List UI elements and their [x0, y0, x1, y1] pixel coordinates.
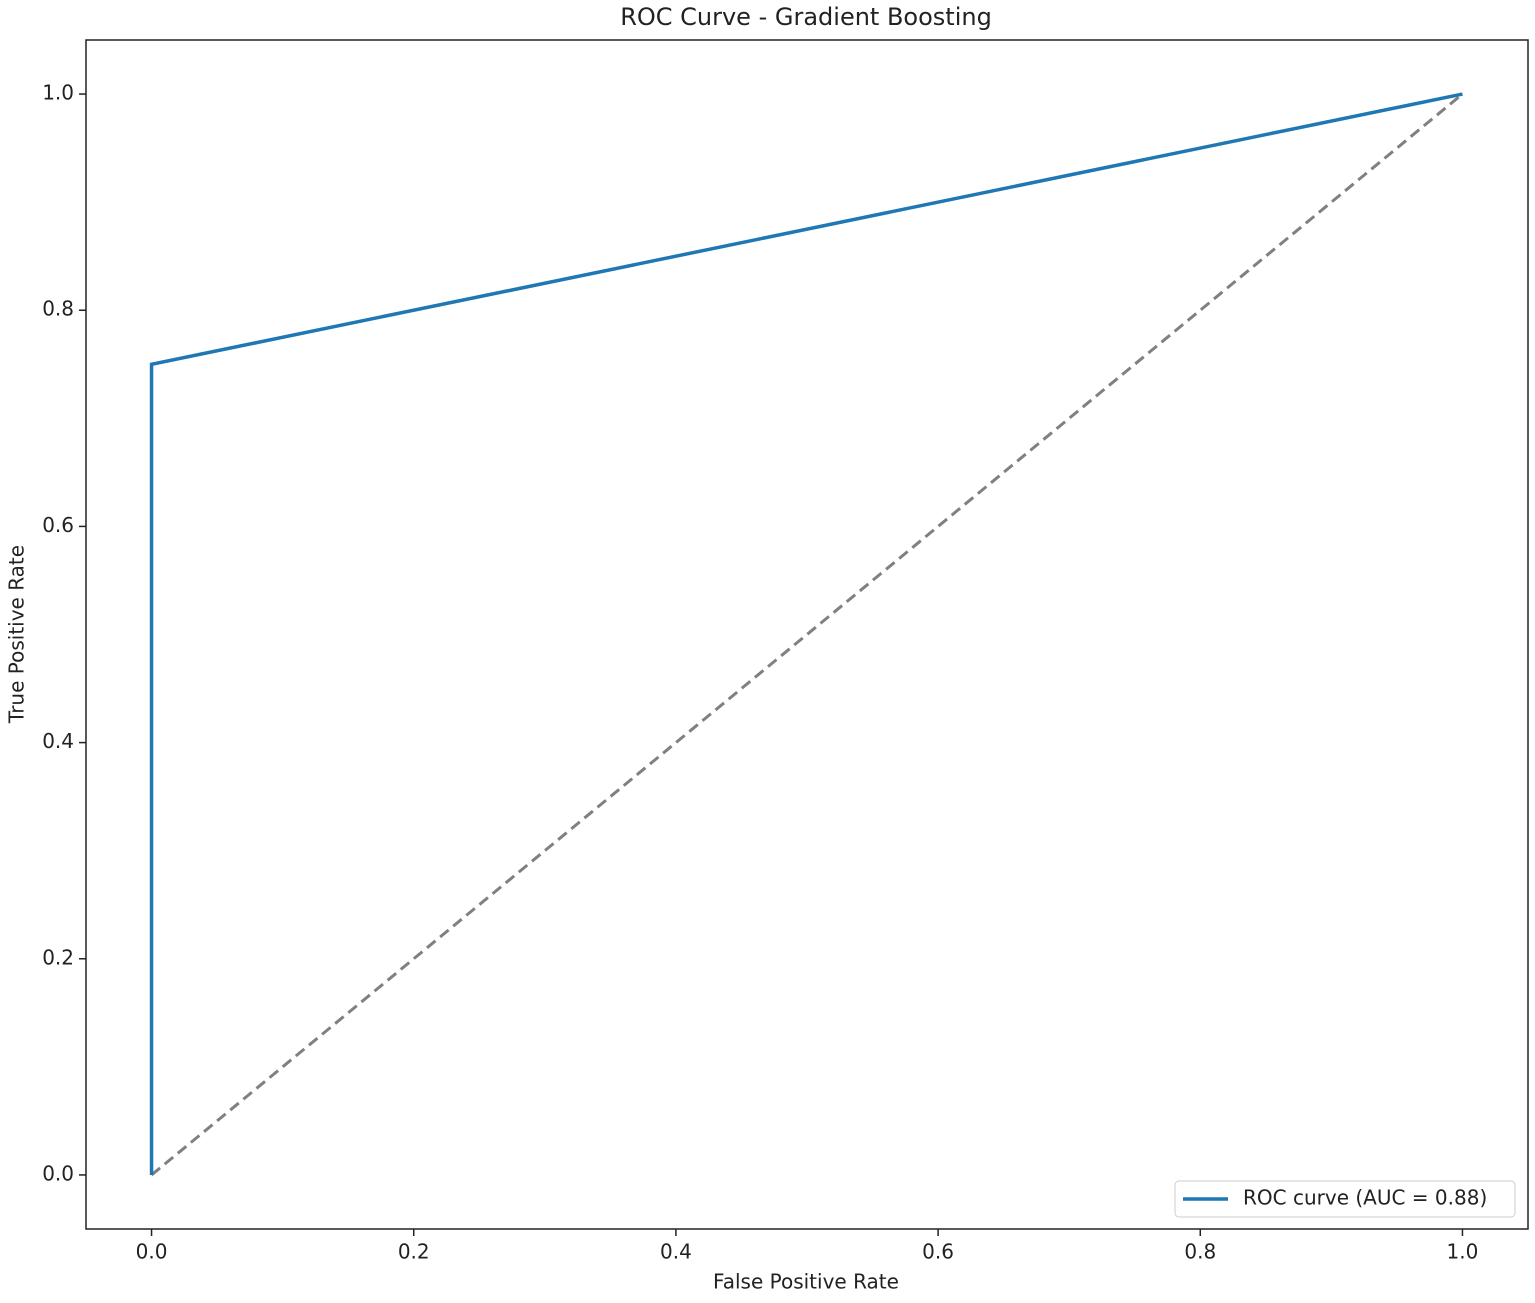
- plot-frame: [85, 39, 1529, 1230]
- y-axis-label: True Positive Rate: [5, 545, 29, 724]
- x-tick-label: 0.2: [398, 1240, 430, 1264]
- y-tick-label: 1.0: [42, 81, 74, 105]
- roc-line: [150, 92, 1464, 1177]
- legend-label: ROC curve (AUC = 0.88): [1243, 1186, 1487, 1210]
- y-tick-label: 0.2: [42, 945, 74, 969]
- y-tick-label: 0.0: [42, 1161, 74, 1185]
- x-tick-label: 0.0: [136, 1240, 168, 1264]
- legend-box: [1174, 1180, 1516, 1218]
- chart-title: ROC Curve - Gradient Boosting: [620, 3, 992, 31]
- x-axis-label: False Positive Rate: [713, 1270, 899, 1294]
- x-tick-label: 1.0: [1447, 1240, 1479, 1264]
- roc-line: [149, 92, 1463, 1175]
- x-tick-label: 0.8: [1184, 1240, 1216, 1264]
- x-tick-label: 0.6: [922, 1240, 954, 1264]
- y-tick-label: 0.4: [42, 729, 74, 753]
- y-tick-label: 0.6: [42, 513, 74, 537]
- x-tick-label: 0.4: [660, 1240, 692, 1264]
- y-tick-label: 0.8: [42, 297, 74, 321]
